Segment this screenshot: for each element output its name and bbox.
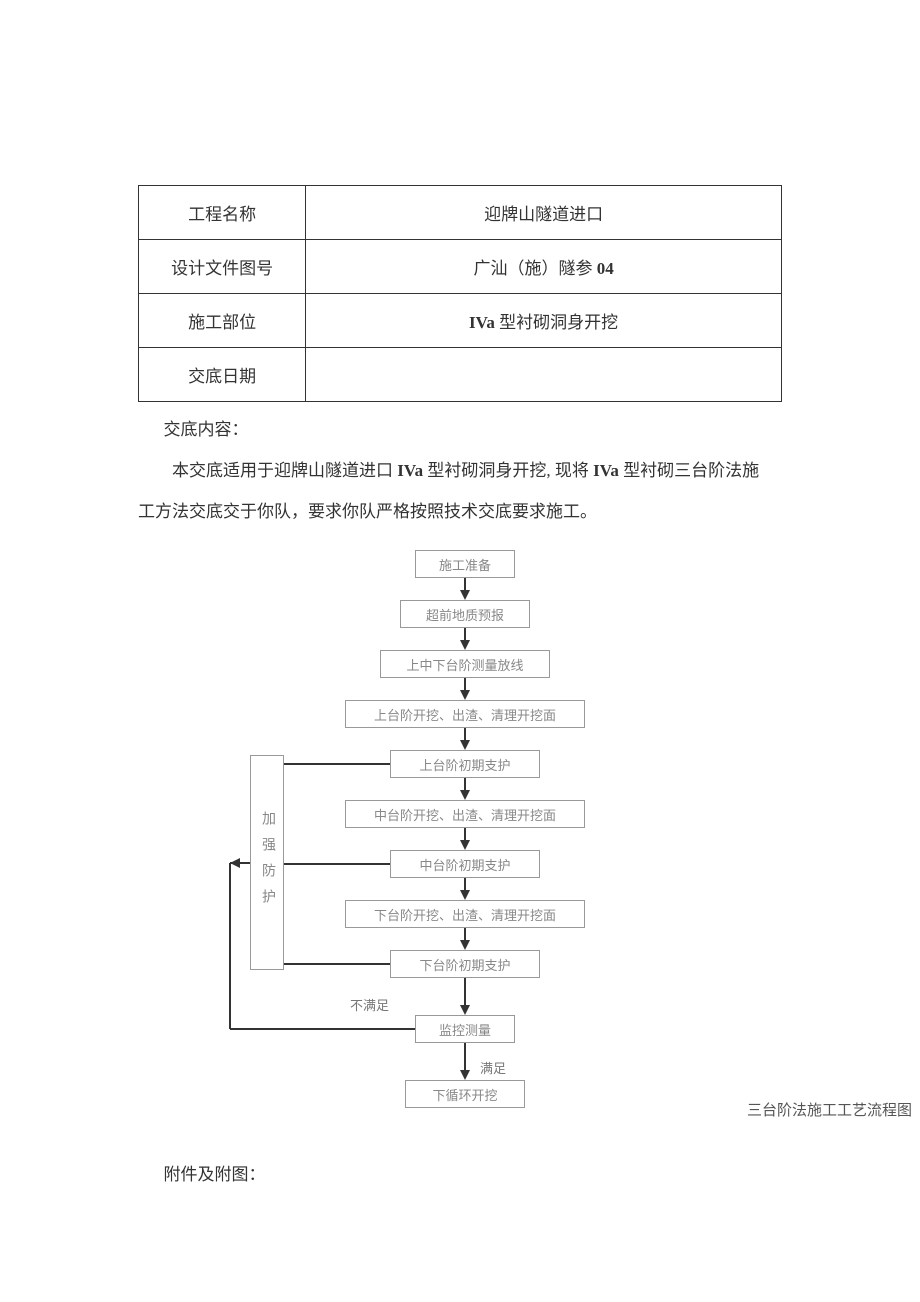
cell-value — [306, 348, 782, 402]
text-bold: IVa — [593, 461, 623, 480]
flowchart-node: 监控测量 — [415, 1015, 515, 1043]
table-row: 设计文件图号 广汕（施）隧参 04 — [139, 240, 782, 294]
flowchart-container: 施工准备超前地质预报上中下台阶测量放线上台阶开挖、出渣、清理开挖面上台阶初期支护… — [138, 550, 782, 1110]
text: 型衬砌洞身开挖, 现将 — [427, 461, 593, 480]
connector-line — [230, 1028, 415, 1030]
paragraph-line: 工方法交底交于你队，要求你队严格按照技术交底要求施工。 — [138, 492, 782, 533]
cell-label: 设计文件图号 — [139, 240, 306, 294]
cell-label: 工程名称 — [139, 186, 306, 240]
flowchart-label: 不满足 — [350, 995, 389, 1014]
flowchart-node: 中台阶开挖、出渣、清理开挖面 — [345, 800, 585, 828]
flowchart-node: 下台阶开挖、出渣、清理开挖面 — [345, 900, 585, 928]
arrow-icon — [460, 690, 470, 700]
arrow-icon — [460, 640, 470, 650]
connector-line — [284, 763, 390, 765]
flowchart-node: 上台阶开挖、出渣、清理开挖面 — [345, 700, 585, 728]
text: 广汕（施）隧参 — [473, 259, 596, 278]
flowchart-node: 施工准备 — [415, 550, 515, 578]
flowchart-side-box: 加强防护 — [250, 755, 284, 970]
table-row: 交底日期 — [139, 348, 782, 402]
text-bold: IVa — [469, 313, 499, 332]
arrow-icon — [460, 840, 470, 850]
content-header: 交底内容： — [138, 410, 782, 451]
info-table: 工程名称 迎牌山隧道进口 设计文件图号 广汕（施）隧参 04 施工部位 IVa … — [138, 185, 782, 402]
arrow-icon — [230, 858, 240, 868]
arrow-icon — [460, 590, 470, 600]
connector-line — [284, 963, 390, 965]
arrow-icon — [460, 740, 470, 750]
text: 型衬砌洞身开挖 — [499, 313, 618, 332]
arrow-icon — [460, 890, 470, 900]
text: 型衬砌三台阶法施 — [623, 461, 759, 480]
table-row: 施工部位 IVa 型衬砌洞身开挖 — [139, 294, 782, 348]
cell-label: 施工部位 — [139, 294, 306, 348]
attachment-label: 附件及附图： — [138, 1160, 782, 1185]
table-row: 工程名称 迎牌山隧道进口 — [139, 186, 782, 240]
paragraph-line: 本交底适用于迎牌山隧道进口 IVa 型衬砌洞身开挖, 现将 IVa 型衬砌三台阶… — [138, 451, 782, 492]
flowchart-caption: 三台阶法施工工艺流程图 — [747, 1099, 912, 1120]
text-bold: 04 — [597, 259, 614, 278]
text: 本交底适用于迎牌山隧道进口 — [172, 461, 397, 480]
flowchart-node: 中台阶初期支护 — [390, 850, 540, 878]
flowchart-label: 满足 — [480, 1058, 506, 1077]
arrow-icon — [460, 1070, 470, 1080]
flowchart-node: 上中下台阶测量放线 — [380, 650, 550, 678]
flowchart: 施工准备超前地质预报上中下台阶测量放线上台阶开挖、出渣、清理开挖面上台阶初期支护… — [220, 550, 700, 1110]
connector-line — [229, 863, 231, 1030]
flowchart-node: 下循环开挖 — [405, 1080, 525, 1108]
flowchart-node: 下台阶初期支护 — [390, 950, 540, 978]
cell-value: 迎牌山隧道进口 — [306, 186, 782, 240]
cell-value: IVa 型衬砌洞身开挖 — [306, 294, 782, 348]
cell-value: 广汕（施）隧参 04 — [306, 240, 782, 294]
arrow-icon — [460, 1005, 470, 1015]
arrow-icon — [460, 790, 470, 800]
flowchart-node: 上台阶初期支护 — [390, 750, 540, 778]
connector-line — [284, 863, 390, 865]
cell-label: 交底日期 — [139, 348, 306, 402]
flowchart-node: 超前地质预报 — [400, 600, 530, 628]
text-bold: IVa — [397, 461, 427, 480]
arrow-icon — [460, 940, 470, 950]
